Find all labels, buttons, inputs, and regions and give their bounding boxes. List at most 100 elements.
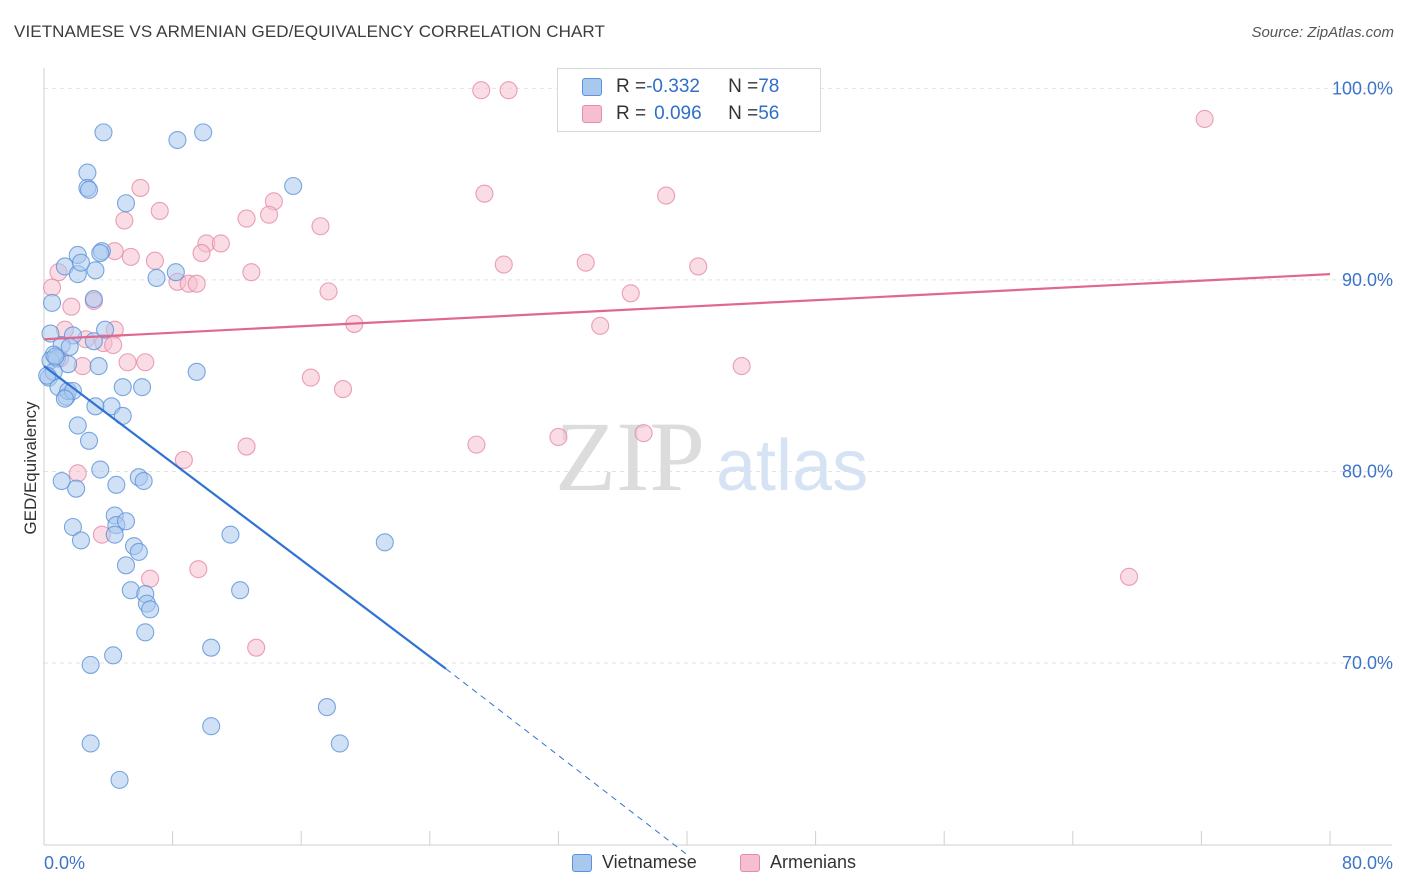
armenian-point bbox=[319, 282, 338, 301]
vietnamese-point bbox=[202, 638, 221, 657]
legend-n-value: 78 bbox=[758, 76, 780, 97]
vietnamese-point bbox=[104, 646, 123, 665]
armenian-point bbox=[333, 380, 353, 399]
armenian-point bbox=[237, 437, 256, 456]
armenians-trend-line bbox=[43, 273, 1331, 341]
vietnamese-point bbox=[96, 320, 115, 339]
vietnamese-point bbox=[71, 253, 91, 272]
armenian-point bbox=[549, 427, 568, 447]
vietnamese-point bbox=[42, 293, 62, 312]
vietnamese-point bbox=[116, 194, 136, 213]
vietnamese-point bbox=[52, 471, 71, 491]
vietnamese-point bbox=[63, 517, 82, 537]
vietnamese-trend-extension bbox=[445, 668, 688, 855]
chart-title: VIETNAMESE VS ARMENIAN GED/EQUIVALENCY C… bbox=[14, 22, 605, 41]
legend-n-label: N = bbox=[728, 103, 759, 124]
armenian-point bbox=[732, 357, 751, 376]
vietnamese-point bbox=[86, 261, 105, 280]
vietnamese-point bbox=[194, 123, 213, 142]
x-tick-label-start: 0.0% bbox=[44, 853, 85, 873]
y-tick-label: 90.0% bbox=[1342, 270, 1393, 290]
vietnamese-point bbox=[116, 512, 136, 531]
vietnamese-point bbox=[79, 431, 99, 450]
armenian-point bbox=[121, 247, 140, 266]
vietnamese-point bbox=[78, 163, 97, 182]
armenian-point bbox=[499, 81, 518, 100]
legend-r-value: -0.332 bbox=[646, 76, 700, 97]
y-tick-label: 100.0% bbox=[1332, 78, 1393, 98]
vietnamese-point bbox=[330, 734, 349, 753]
grid-lines bbox=[44, 87, 1390, 664]
vietnamese-point bbox=[91, 460, 110, 479]
vietnamese-point bbox=[168, 130, 187, 150]
vietnamese-point bbox=[129, 542, 148, 561]
vietnamese-point bbox=[55, 389, 74, 408]
vietnamese-point bbox=[141, 600, 160, 619]
legend-r-value: 0.096 bbox=[654, 103, 702, 124]
vietnamese-point bbox=[113, 378, 132, 397]
bottom-legend-vietnamese: Vietnamese bbox=[572, 852, 697, 873]
data-points bbox=[38, 81, 1214, 789]
vietnamese-point bbox=[116, 556, 136, 575]
legend-swatch-vietnamese bbox=[582, 78, 602, 96]
armenian-point bbox=[247, 638, 266, 657]
vietnamese-point bbox=[187, 362, 206, 381]
armenian-point bbox=[1195, 109, 1214, 129]
vietnamese-point bbox=[231, 581, 250, 600]
armenian-point bbox=[211, 234, 230, 253]
bottom-legend-label: Armenians bbox=[770, 852, 857, 872]
legend-row-armenians: R = 0.096 N = 56 bbox=[582, 101, 779, 127]
y-axis-label: GED/Equivalency bbox=[21, 401, 40, 535]
armenian-point bbox=[591, 316, 610, 335]
armenian-point bbox=[118, 353, 137, 372]
armenian-point bbox=[174, 450, 193, 470]
legend-n-value: 56 bbox=[758, 103, 780, 124]
armenian-point bbox=[62, 297, 81, 316]
vietnamese-point bbox=[134, 471, 153, 491]
bottom-legend-armenians: Armenians bbox=[740, 852, 856, 873]
x-tick-label-end: 80.0% bbox=[1342, 853, 1393, 873]
armenian-point bbox=[621, 284, 640, 303]
correlation-legend: R = -0.332 N = 78 R = 0.096 N = 56 bbox=[557, 68, 821, 132]
vietnamese-point bbox=[68, 416, 87, 435]
bottom-legend-swatch-vietnamese bbox=[572, 853, 592, 872]
armenian-point bbox=[689, 257, 708, 276]
vietnamese-point bbox=[67, 479, 86, 498]
armenian-point bbox=[657, 186, 676, 205]
axes: 70.0% 80.0% 90.0% 100.0% bbox=[43, 68, 1393, 846]
vietnamese-point bbox=[46, 347, 65, 366]
legend-swatch-armenians bbox=[582, 105, 602, 123]
vietnamese-point bbox=[136, 623, 155, 642]
vietnamese-point bbox=[147, 268, 166, 288]
legend-n-label: N = bbox=[728, 76, 759, 97]
armenian-point bbox=[150, 201, 169, 220]
armenian-point bbox=[472, 81, 491, 100]
source-label: Source: ZipAtlas.com bbox=[1251, 24, 1394, 41]
armenian-point bbox=[136, 353, 155, 372]
vietnamese-point bbox=[94, 123, 113, 142]
armenian-point bbox=[141, 569, 160, 588]
armenian-point bbox=[68, 464, 87, 483]
vietnamese-point bbox=[375, 533, 394, 552]
y-tick-label: 70.0% bbox=[1342, 653, 1393, 673]
y-tick-label: 80.0% bbox=[1342, 461, 1393, 481]
vietnamese-point bbox=[202, 717, 221, 736]
armenian-point bbox=[42, 278, 62, 297]
vietnamese-point bbox=[166, 263, 185, 282]
armenian-point bbox=[467, 435, 486, 454]
trend-lines bbox=[43, 273, 1331, 855]
armenian-point bbox=[1120, 567, 1139, 586]
watermark-zip: ZIP bbox=[555, 401, 705, 512]
armenian-point bbox=[475, 184, 494, 203]
armenian-point bbox=[494, 255, 513, 274]
vietnamese-point bbox=[110, 770, 129, 789]
vietnamese-point bbox=[317, 698, 336, 717]
legend-r-label: R = bbox=[616, 103, 647, 124]
vietnamese-point bbox=[284, 176, 303, 196]
armenian-point bbox=[311, 217, 330, 236]
vietnamese-trend-line bbox=[43, 365, 447, 670]
vietnamese-point bbox=[89, 357, 108, 376]
armenian-point bbox=[237, 209, 256, 228]
